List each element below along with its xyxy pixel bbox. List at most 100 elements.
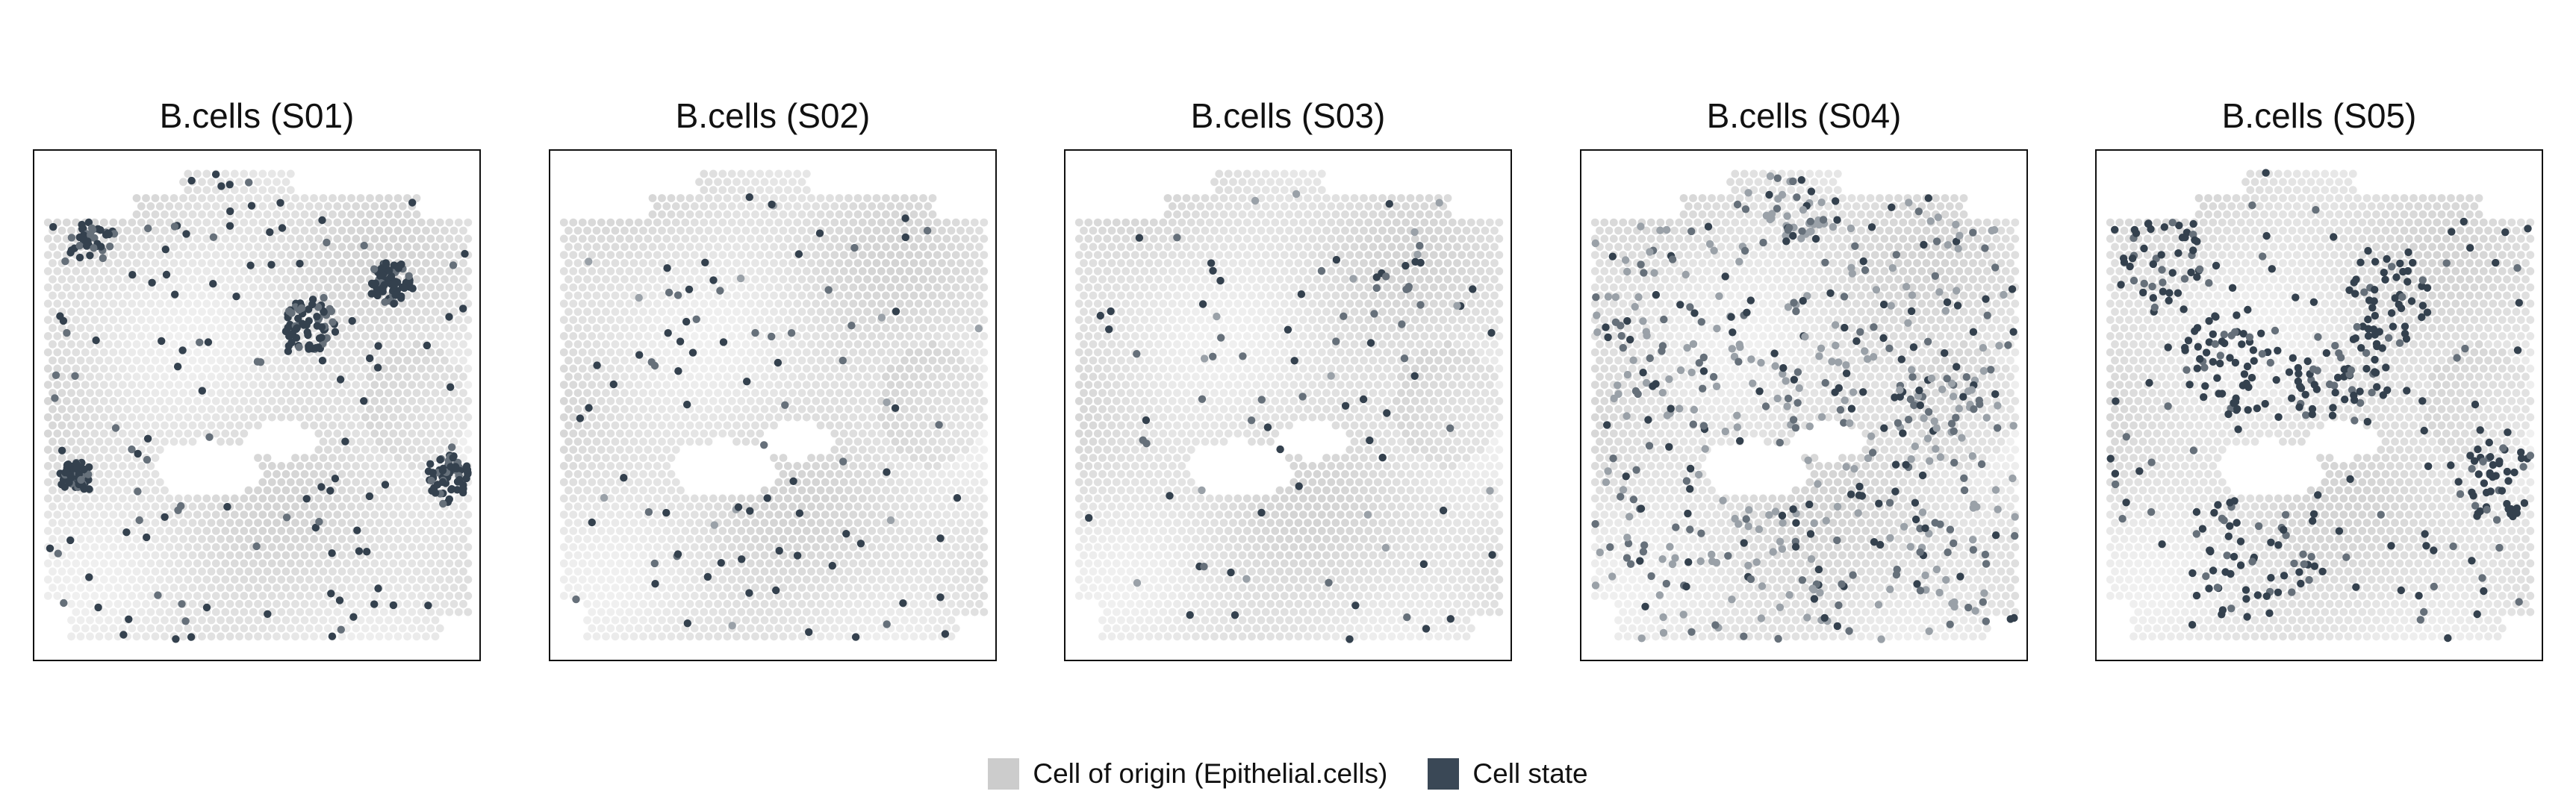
background-spot <box>67 259 75 267</box>
background-spot <box>169 356 178 365</box>
background-spot <box>333 575 342 584</box>
background-spot <box>105 567 113 576</box>
background-spot <box>961 348 970 357</box>
background-spot <box>700 218 709 227</box>
background-spot <box>709 397 718 405</box>
background-spot <box>300 404 309 413</box>
background-spot <box>217 372 225 381</box>
background-spot <box>639 469 647 478</box>
background-spot <box>426 559 435 568</box>
background-spot <box>975 519 983 527</box>
background-spot <box>951 267 960 275</box>
background-spot <box>569 543 578 552</box>
background-spot <box>202 494 211 503</box>
background-spot <box>700 364 709 373</box>
background-spot <box>137 462 146 470</box>
background-spot <box>356 356 365 365</box>
background-spot <box>821 381 830 389</box>
background-spot <box>379 494 388 503</box>
background-spot <box>578 299 587 308</box>
background-spot <box>408 234 417 243</box>
background-spot <box>422 372 430 381</box>
background-spot <box>826 584 834 592</box>
background-spot <box>169 519 178 527</box>
background-spot <box>671 251 680 259</box>
cell-state-point <box>90 244 98 252</box>
background-spot <box>965 502 974 511</box>
background-spot <box>72 299 81 308</box>
panel-s02: B.cells (S02) <box>549 82 997 661</box>
background-spot <box>184 316 193 324</box>
background-spot <box>737 510 746 519</box>
background-spot <box>188 307 197 316</box>
background-spot <box>459 340 467 349</box>
background-spot <box>389 559 398 568</box>
background-spot <box>909 389 918 397</box>
background-spot <box>690 234 699 243</box>
cell-state-point <box>373 291 382 300</box>
background-spot <box>319 469 328 478</box>
background-spot <box>741 210 750 219</box>
background-spot <box>281 243 290 252</box>
cell-state-point <box>173 363 182 371</box>
background-spot <box>398 446 407 454</box>
background-spot <box>858 510 867 519</box>
background-spot <box>454 429 463 438</box>
background-spot <box>329 454 337 462</box>
background-spot <box>426 527 435 535</box>
background-spot <box>597 592 606 600</box>
background-spot <box>723 307 732 316</box>
background-spot <box>658 340 666 349</box>
background-spot <box>230 592 239 600</box>
background-spot <box>588 234 597 243</box>
background-spot <box>207 194 216 202</box>
background-spot <box>928 340 937 349</box>
background-spot <box>337 519 346 527</box>
background-spot <box>454 607 463 616</box>
background-spot <box>179 307 187 316</box>
background-spot <box>602 307 610 316</box>
background-spot <box>337 502 346 511</box>
background-spot <box>980 364 989 373</box>
background-spot <box>249 364 258 373</box>
background-spot <box>464 267 473 275</box>
background-spot <box>49 340 57 349</box>
background-spot <box>858 478 867 487</box>
background-spot <box>853 356 862 365</box>
background-spot <box>933 429 942 438</box>
background-spot <box>337 534 346 543</box>
cell-state-point <box>433 481 442 489</box>
background-spot <box>938 502 946 511</box>
background-spot <box>909 567 918 576</box>
background-spot <box>938 469 946 478</box>
background-spot <box>564 551 573 560</box>
background-spot <box>868 348 877 357</box>
background-spot <box>347 454 355 462</box>
background-spot <box>118 299 127 308</box>
background-spot <box>961 332 970 340</box>
background-spot <box>625 218 634 227</box>
background-spot <box>947 307 956 316</box>
background-spot <box>217 584 225 592</box>
background-spot <box>951 413 960 422</box>
background-spot <box>356 502 365 511</box>
cell-state-point <box>276 199 284 207</box>
background-spot <box>709 348 718 357</box>
background-spot <box>615 316 624 324</box>
background-spot <box>244 534 253 543</box>
background-spot <box>718 527 727 535</box>
background-spot <box>389 348 398 357</box>
background-spot <box>727 348 736 357</box>
background-spot <box>980 543 989 552</box>
background-spot <box>919 194 927 202</box>
background-spot <box>685 567 694 576</box>
background-spot <box>559 348 568 357</box>
background-spot <box>980 267 989 275</box>
background-spot <box>174 332 183 340</box>
background-spot <box>886 316 895 324</box>
background-spot <box>578 283 587 292</box>
background-spot <box>300 632 309 641</box>
background-spot <box>90 624 99 633</box>
background-spot <box>858 592 867 600</box>
background-spot <box>273 275 281 284</box>
